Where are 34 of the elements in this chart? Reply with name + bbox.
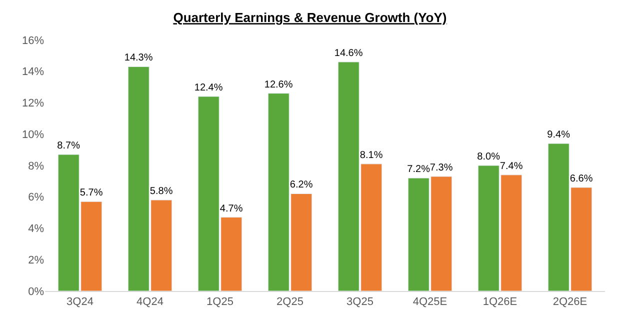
data-label: 5.7% [80,188,103,199]
data-label: 8.1% [360,150,383,161]
x-tick-label: 1Q26E [482,296,518,308]
x-tick-label: 2Q26E [552,296,588,308]
y-tick-label: 0% [28,286,44,298]
data-label: 7.4% [500,160,523,172]
x-tick-label: 3Q25 [346,296,374,308]
y-tick-label: 8% [28,160,44,172]
x-tick-label: 4Q24 [136,296,164,308]
x-tick-label: 4Q25E [412,296,448,308]
y-tick-label: 2% [28,254,44,266]
x-tick-label: 3Q24 [66,296,94,308]
data-label: 12.6% [264,79,293,90]
y-tick-label: 4% [28,223,44,236]
y-tick-label: 12% [22,98,44,110]
y-tick-label: 16% [22,34,44,47]
data-label: 4.7% [220,203,243,214]
data-label: 12.4% [194,82,223,94]
y-tick-label: 6% [28,192,44,204]
data-label: 6.6% [570,173,593,184]
data-label: 7.3% [430,162,453,174]
data-label: 8.0% [477,152,500,162]
data-label: 6.2% [290,180,313,191]
data-label: 14.3% [124,52,153,64]
chart-title: Quarterly Earnings & Revenue Growth (YoY) [173,10,447,26]
y-tick-label: 10% [22,128,44,141]
data-label: 14.6% [334,48,363,59]
data-label: 8.7% [57,140,80,152]
x-tick-label: 1Q25 [206,296,234,308]
data-label: 7.2% [407,164,430,176]
data-label: 5.8% [150,186,173,198]
y-tick-label: 14% [22,66,44,78]
data-label: 9.4% [547,130,570,141]
x-tick-label: 2Q25 [276,296,304,308]
